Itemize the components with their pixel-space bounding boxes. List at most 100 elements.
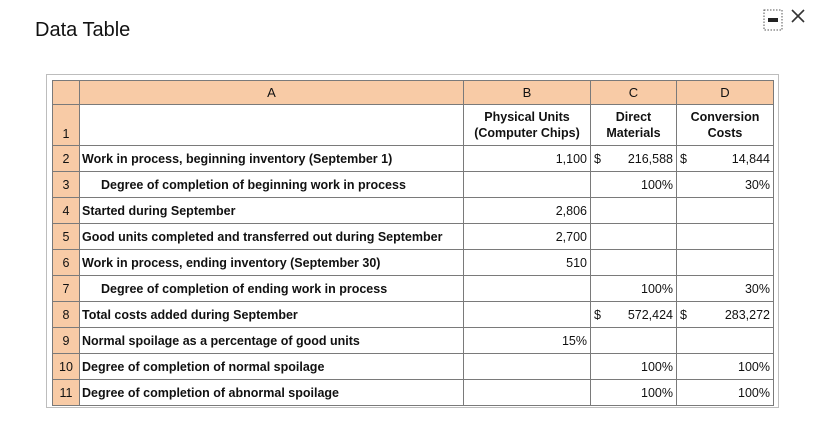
cell (676, 197, 774, 224)
cell (463, 275, 591, 302)
currency-cell: $283,272 (680, 308, 770, 322)
cell (590, 223, 677, 250)
cell: $14,844 (676, 145, 774, 172)
cell-value: 100% (641, 385, 673, 400)
cell: $283,272 (676, 301, 774, 328)
header-line: Direct (615, 110, 652, 124)
cell: 30% (676, 171, 774, 198)
data-row: 4 Started during September 2,806 (52, 197, 774, 224)
row-label: Degree of completion of ending work in p… (79, 275, 464, 302)
close-button[interactable] (791, 9, 805, 23)
cell (463, 171, 591, 198)
row-number: 1 (52, 104, 80, 146)
data-row: 8 Total costs added during September $572,… (52, 301, 774, 328)
cell: 2,806 (463, 197, 591, 224)
cell-value: 100% (641, 281, 673, 296)
row-label: Good units completed and transferred out… (79, 223, 464, 250)
row-number: 7 (52, 275, 80, 302)
cell-value: 1,100 (555, 151, 587, 166)
currency-cell: $14,844 (680, 152, 770, 166)
dialog-title: Data Table (35, 19, 131, 41)
data-row: 10 Degree of completion of normal spoilag… (52, 353, 774, 380)
cell-value: 15% (561, 333, 587, 348)
header-line: Materials (606, 126, 661, 140)
cell: 30% (676, 275, 774, 302)
cell-value: 572,424 (627, 307, 673, 322)
row-label: Normal spoilage as a percentage of good … (79, 327, 464, 354)
currency-cell: $572,424 (594, 308, 673, 322)
data-row: 2 Work in process, beginning inventory (S… (52, 145, 774, 172)
cell (463, 353, 591, 380)
header-cell: Direct Materials (590, 104, 677, 146)
cell (676, 327, 774, 354)
row-number: 9 (52, 327, 80, 354)
currency-symbol: $ (680, 151, 687, 166)
currency-symbol: $ (594, 151, 601, 166)
minimize-button[interactable] (763, 9, 783, 31)
data-table: A B C D 1 Physical Units (Computer Chips) Direc… (52, 80, 774, 406)
column-letter: A (79, 80, 464, 105)
data-row: 9 Normal spoilage as a percentage of good… (52, 327, 774, 354)
row-number: 10 (52, 353, 80, 380)
cell (463, 379, 591, 406)
minimize-icon (768, 18, 778, 22)
table-frame: A B C D 1 Physical Units (Computer Chips) Direc… (46, 74, 779, 408)
row-number: 11 (52, 379, 80, 406)
row-label: Degree of completion of abnormal spoilag… (79, 379, 464, 406)
cell (590, 197, 677, 224)
cell: 510 (463, 249, 591, 276)
cell: 100% (590, 353, 677, 380)
data-row: 3 Degree of completion of beginning work … (52, 171, 774, 198)
currency-symbol: $ (594, 307, 601, 322)
cell-value: 100% (738, 385, 770, 400)
row-number: 3 (52, 171, 80, 198)
row-label: Started during September (79, 197, 464, 224)
cell-value: 2,806 (555, 203, 587, 218)
row-number: 4 (52, 197, 80, 224)
cell-value: 100% (738, 359, 770, 374)
cell (590, 249, 677, 276)
header-line: Conversion (690, 110, 760, 124)
row-label: Degree of completion of normal spoilage (79, 353, 464, 380)
cell: 1,100 (463, 145, 591, 172)
currency-symbol: $ (680, 307, 687, 322)
corner-cell (52, 80, 80, 105)
cell: 100% (676, 379, 774, 406)
cell: 15% (463, 327, 591, 354)
cell (676, 249, 774, 276)
header-line: Costs (707, 126, 743, 140)
row-number: 8 (52, 301, 80, 328)
window-controls (763, 9, 805, 31)
cell: 100% (676, 353, 774, 380)
column-letter: B (463, 80, 591, 105)
cell (676, 223, 774, 250)
cell-value: 216,588 (627, 151, 673, 166)
cell-value: 30% (744, 281, 770, 296)
cell: 100% (590, 379, 677, 406)
header-line: (Computer Chips) (474, 126, 580, 140)
header-row: 1 Physical Units (Computer Chips) Direct Mat… (52, 104, 774, 146)
data-row: 6 Work in process, ending inventory (Sept… (52, 249, 774, 276)
cell-value: 100% (641, 177, 673, 192)
row-number: 5 (52, 223, 80, 250)
cell-value: 283,272 (724, 307, 770, 322)
cell: 100% (590, 171, 677, 198)
cell-value: 2,700 (555, 229, 587, 244)
cell: 2,700 (463, 223, 591, 250)
header-cell (79, 104, 464, 146)
cell-value: 510 (566, 255, 587, 270)
cell: 100% (590, 275, 677, 302)
row-label: Degree of completion of beginning work i… (79, 171, 464, 198)
header-cell: Conversion Costs (676, 104, 774, 146)
cell-value: 14,844 (731, 151, 770, 166)
header-line: Physical Units (484, 110, 570, 124)
row-number: 2 (52, 145, 80, 172)
row-number: 6 (52, 249, 80, 276)
column-letter: D (676, 80, 774, 105)
data-row: 5 Good units completed and transferred ou… (52, 223, 774, 250)
row-label: Work in process, beginning inventory (Se… (79, 145, 464, 172)
cell (590, 327, 677, 354)
cell: $216,588 (590, 145, 677, 172)
header-cell: Physical Units (Computer Chips) (463, 104, 591, 146)
